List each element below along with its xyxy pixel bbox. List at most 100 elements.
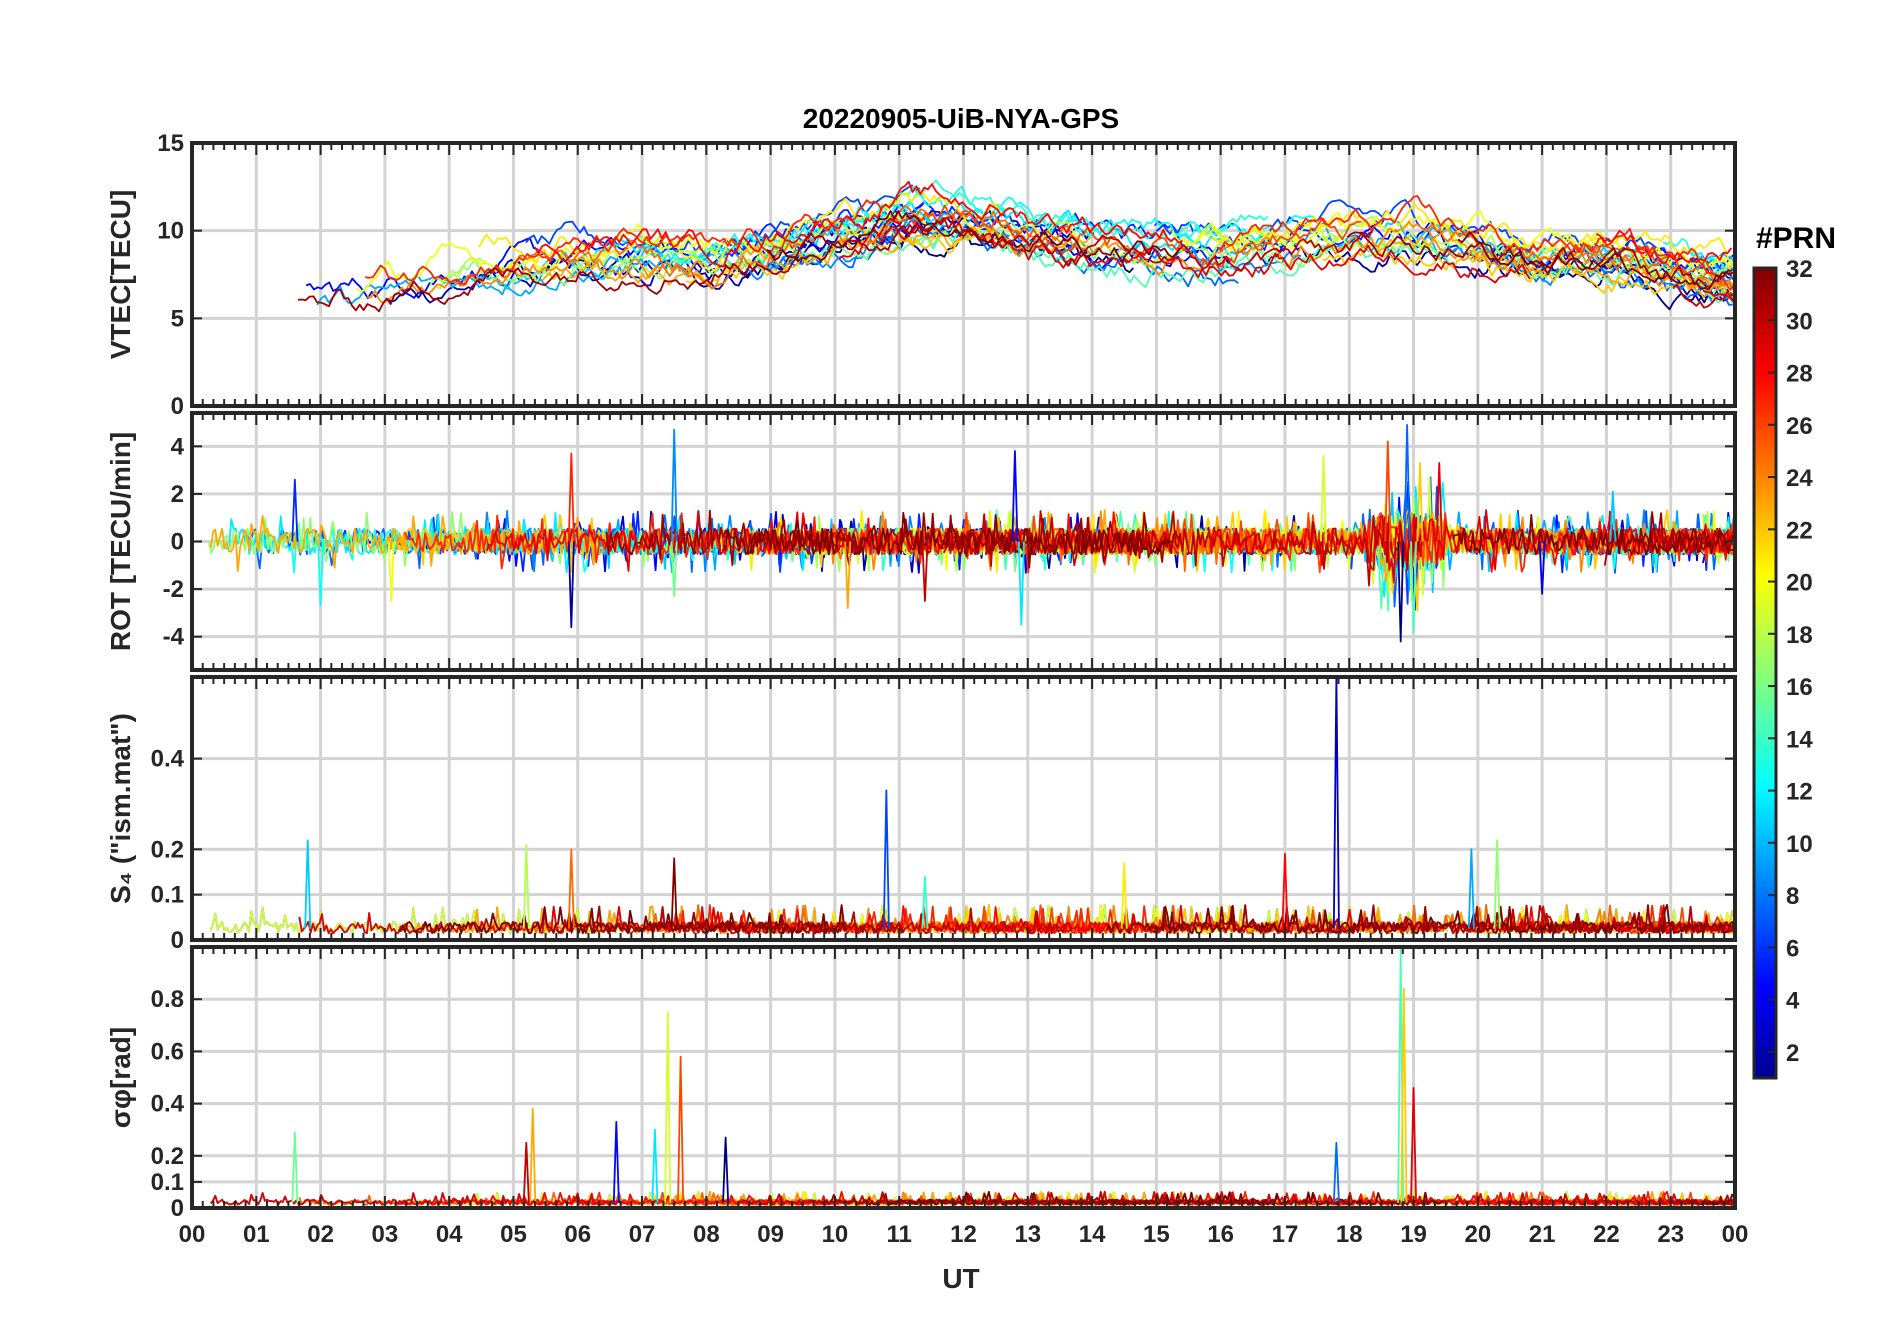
y-tick-label: 0.1 (151, 882, 184, 909)
x-tick-label: 09 (757, 1221, 784, 1248)
panel-sigma_phi: 00.10.2 0.4 0.6 0.8 σφ[rad] (105, 945, 1737, 1222)
x-tick-label: 10 (822, 1221, 849, 1248)
series-line-prn-28 (533, 180, 1184, 268)
axes-frame (190, 141, 1737, 408)
x-tick-label: 15 (1143, 1221, 1170, 1248)
x-tick-label: 06 (564, 1221, 591, 1248)
y-tick-label: 15 (157, 130, 184, 157)
y-tick-label: 0 (171, 927, 184, 954)
spike-mark (529, 1107, 537, 1203)
spike-mark (1332, 677, 1340, 929)
x-tick-label: 00 (1722, 1221, 1749, 1248)
colorbar-tick-label: 28 (1786, 361, 1813, 388)
axes-frame (190, 675, 1737, 942)
x-tick-label: 16 (1207, 1221, 1234, 1248)
panel-rot: -4 -2 0 2 4 ROT [TECU/min] (105, 411, 1737, 672)
spike-mark (612, 1120, 620, 1203)
series-line-prn-24 (367, 256, 704, 304)
y-tick-label: 5 (171, 305, 184, 332)
x-tick-label: 07 (629, 1221, 656, 1248)
colorbar-tick-label: 18 (1786, 622, 1813, 649)
y-tick-label: 4 (171, 433, 185, 460)
x-tick-label: 11 (887, 1221, 912, 1248)
x-tick-label: 20 (1464, 1221, 1491, 1248)
spike-mark (677, 1055, 685, 1203)
spike-mark (567, 541, 575, 629)
panel-vtec: 0 5 10 15 VTEC[TECU] (105, 130, 1737, 420)
series-group (208, 423, 1735, 643)
series-line-prn-32 (722, 511, 1174, 569)
y-tick-label: -2 (163, 576, 184, 603)
spike-mark (1493, 839, 1501, 929)
series-line-prn-31 (1603, 511, 1734, 566)
x-tick-label: 03 (372, 1221, 399, 1248)
series-line-prn-31 (1668, 1195, 1735, 1206)
colorbar-label: #PRN (1756, 222, 1836, 255)
series-line-prn-27 (1216, 195, 1735, 291)
spike-mark (664, 1011, 672, 1203)
colorbar-tick-label: 8 (1786, 883, 1799, 910)
spike-mark (317, 541, 325, 607)
series-line-prn-7 (1153, 199, 1734, 275)
x-tick-label: 18 (1336, 1221, 1363, 1248)
colorbar-tick-label: 22 (1786, 517, 1813, 544)
spike-mark (1410, 1087, 1418, 1203)
spike-mark (567, 452, 575, 542)
series-line-prn-32 (1702, 1193, 1735, 1206)
series-line-prn-17 (208, 511, 681, 568)
spike-mark (882, 789, 890, 929)
colorbar-tick-label: 26 (1786, 413, 1813, 440)
spike-mark (1397, 541, 1405, 643)
series-line-prn-28 (1595, 229, 1733, 264)
panel-s4: 0 0.1 0.2 0.4 S₄ ("ism.mat") (105, 675, 1737, 954)
x-tick-label: 02 (307, 1221, 334, 1248)
y-axis-label: ROT [TECU/min] (105, 432, 136, 651)
spike-mark (291, 478, 299, 542)
y-axis-label: VTEC[TECU] (105, 190, 136, 360)
colorbar-tick-label: 16 (1786, 674, 1813, 701)
spike-mark (1435, 462, 1443, 542)
series-line-prn-21 (478, 190, 1004, 272)
spike-mark (1017, 541, 1025, 626)
y-tick-label: 2 (171, 481, 184, 508)
x-tick-label: 21 (1529, 1221, 1556, 1248)
spike-mark (1384, 440, 1392, 542)
spike-mark (387, 541, 395, 602)
x-tick-label: 01 (243, 1221, 270, 1248)
y-tick-label: 0.6 (151, 1038, 184, 1065)
x-tick-label: 23 (1657, 1221, 1684, 1248)
spike-mark (1120, 862, 1128, 929)
spike-mark (670, 857, 678, 929)
y-tick-label: 0.8 (151, 986, 184, 1013)
spike-mark (291, 1131, 299, 1203)
spike-mark (1320, 454, 1327, 542)
series-line-prn-22 (1322, 242, 1732, 297)
x-axis-label: UT (942, 1263, 979, 1294)
colorbar-tick-label: 2 (1786, 1040, 1799, 1067)
spike-mark (522, 843, 530, 929)
series-line-prn-32 (1451, 514, 1735, 556)
series-line-prn-32 (766, 210, 1181, 263)
series-line-prn-27 (365, 199, 883, 286)
axes-frame (190, 945, 1737, 1210)
spike-mark (921, 875, 929, 929)
spike-mark (1538, 541, 1546, 595)
series-line-prn-23 (209, 514, 626, 572)
spike-mark (1403, 423, 1411, 542)
series-line-prn-2 (387, 209, 990, 304)
spike-mark (651, 1128, 659, 1203)
y-tick-label: 0 (171, 1195, 184, 1222)
colorbar-tick-label: 20 (1786, 570, 1813, 597)
spike-mark (1332, 1141, 1340, 1203)
colorbar-tick-label: 4 (1786, 988, 1800, 1015)
colorbar-tick-label: 10 (1786, 831, 1813, 858)
spike-mark (1281, 852, 1289, 929)
series-line-prn-30 (1672, 283, 1735, 309)
x-tick-label: 04 (436, 1221, 463, 1248)
colorbar-gradient (1752, 266, 1778, 1080)
spike-mark (1011, 450, 1019, 542)
